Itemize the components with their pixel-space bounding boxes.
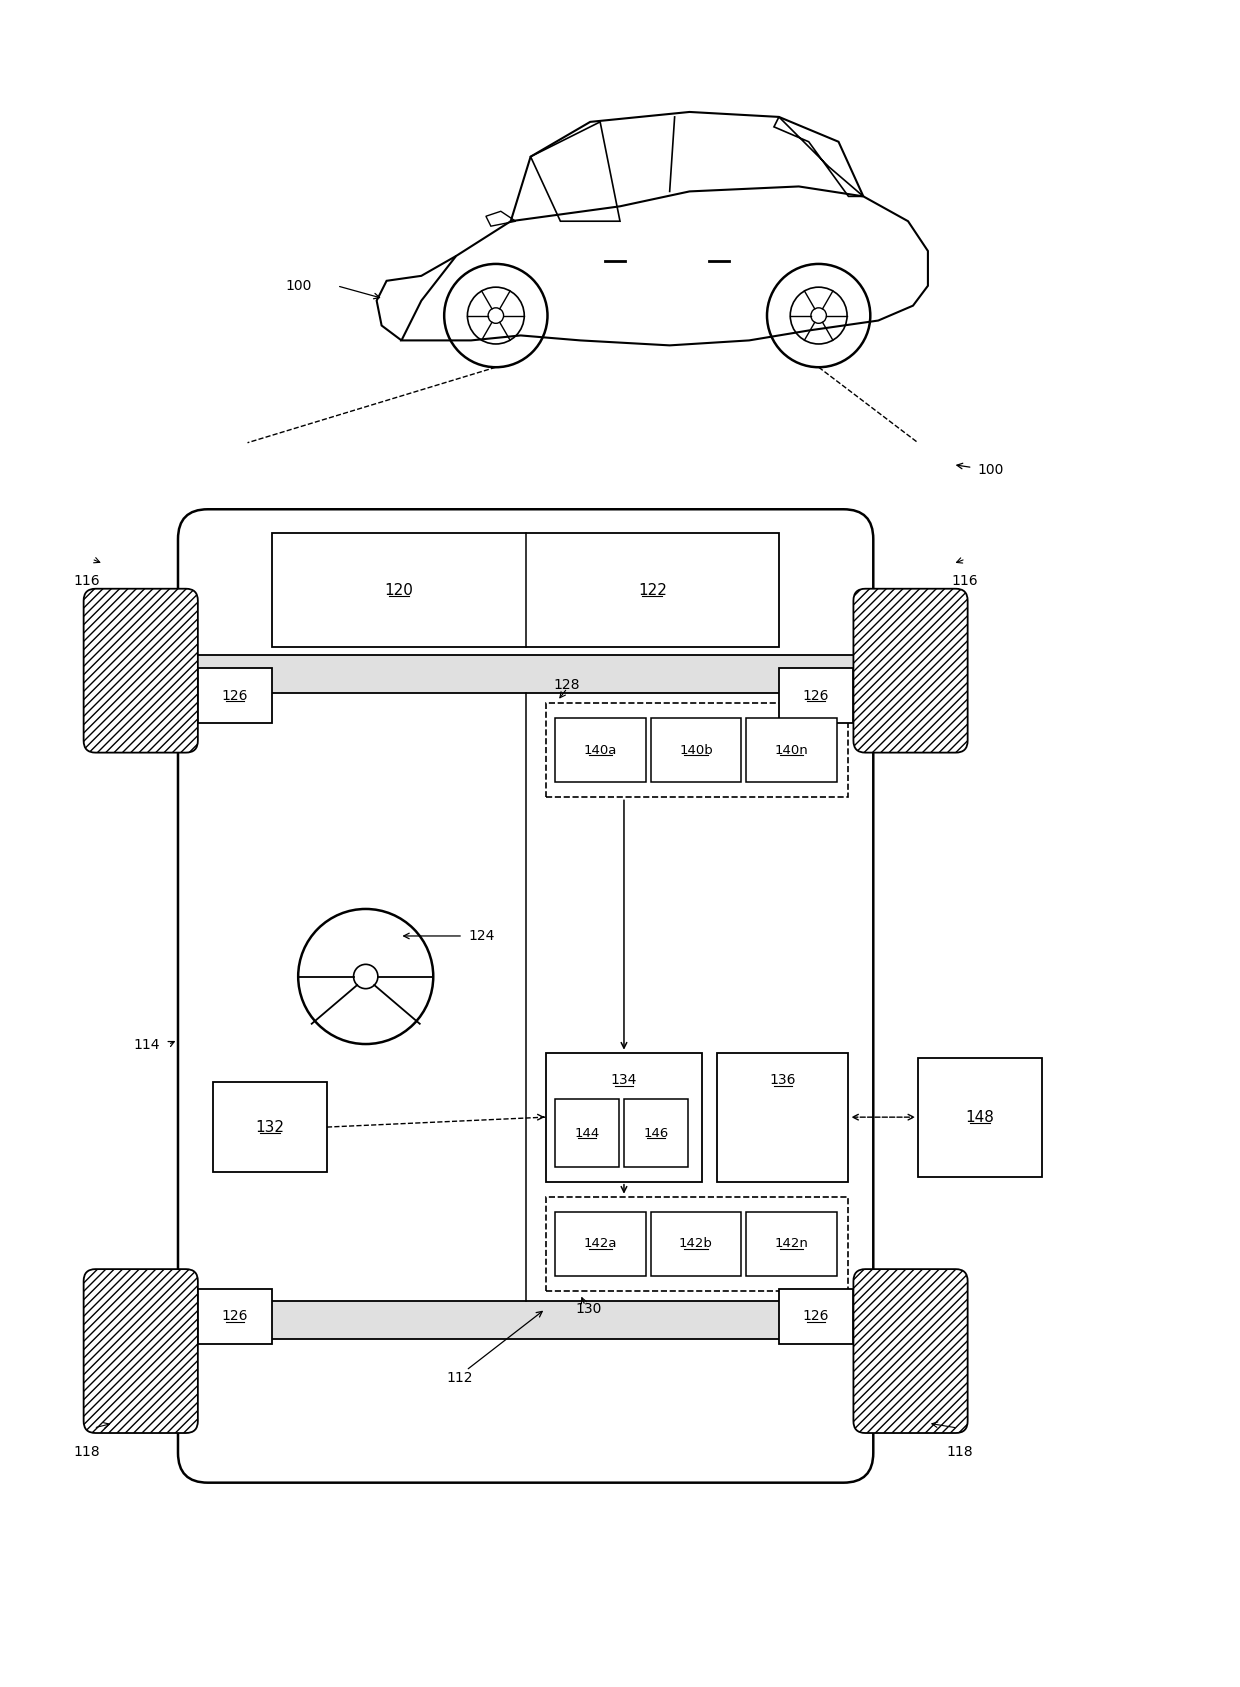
Bar xyxy=(918,1058,1042,1178)
Text: 144: 144 xyxy=(574,1127,600,1139)
Text: 118: 118 xyxy=(73,1446,100,1459)
Bar xyxy=(718,1053,848,1181)
Text: 146: 146 xyxy=(644,1127,668,1139)
Text: 128: 128 xyxy=(553,678,580,692)
Text: 118: 118 xyxy=(946,1446,972,1459)
Text: 100: 100 xyxy=(977,462,1004,476)
FancyBboxPatch shape xyxy=(83,589,198,752)
Text: 140n: 140n xyxy=(775,744,808,757)
Text: 136: 136 xyxy=(770,1073,796,1088)
Bar xyxy=(556,1100,619,1167)
Text: 126: 126 xyxy=(804,1309,830,1323)
Text: 142a: 142a xyxy=(584,1237,618,1250)
FancyBboxPatch shape xyxy=(179,509,873,1483)
FancyBboxPatch shape xyxy=(853,589,967,752)
Text: 130: 130 xyxy=(575,1302,601,1316)
Text: 142b: 142b xyxy=(680,1237,713,1250)
Text: 126: 126 xyxy=(222,1309,248,1323)
FancyBboxPatch shape xyxy=(83,1269,198,1432)
Text: 126: 126 xyxy=(222,688,248,702)
Text: 112: 112 xyxy=(446,1372,472,1385)
Bar xyxy=(651,719,742,783)
Text: 124: 124 xyxy=(467,930,495,943)
Bar xyxy=(179,655,873,693)
Text: 100: 100 xyxy=(285,278,312,294)
Bar xyxy=(779,1289,853,1343)
Bar xyxy=(213,1083,327,1172)
Text: 116: 116 xyxy=(951,574,977,587)
Text: 148: 148 xyxy=(966,1110,994,1125)
Text: 142n: 142n xyxy=(775,1237,808,1250)
Bar xyxy=(198,1289,273,1343)
FancyBboxPatch shape xyxy=(853,1269,967,1432)
Bar xyxy=(546,1196,848,1291)
Bar xyxy=(556,719,646,783)
Bar xyxy=(746,1211,837,1275)
Bar xyxy=(546,703,848,798)
Bar xyxy=(779,668,853,722)
Bar xyxy=(624,1100,687,1167)
Bar xyxy=(273,533,779,648)
Text: 122: 122 xyxy=(637,582,667,597)
Text: 132: 132 xyxy=(255,1120,284,1135)
Text: 116: 116 xyxy=(73,574,100,587)
Text: 140b: 140b xyxy=(680,744,713,757)
Bar xyxy=(546,1053,702,1181)
Text: 126: 126 xyxy=(804,688,830,702)
Bar xyxy=(651,1211,742,1275)
Bar xyxy=(179,1301,873,1339)
Text: 140a: 140a xyxy=(584,744,618,757)
Text: 120: 120 xyxy=(384,582,413,597)
Bar xyxy=(556,1211,646,1275)
Bar xyxy=(198,668,273,722)
Text: 134: 134 xyxy=(611,1073,637,1088)
Bar xyxy=(746,719,837,783)
Text: 114: 114 xyxy=(134,1038,160,1051)
